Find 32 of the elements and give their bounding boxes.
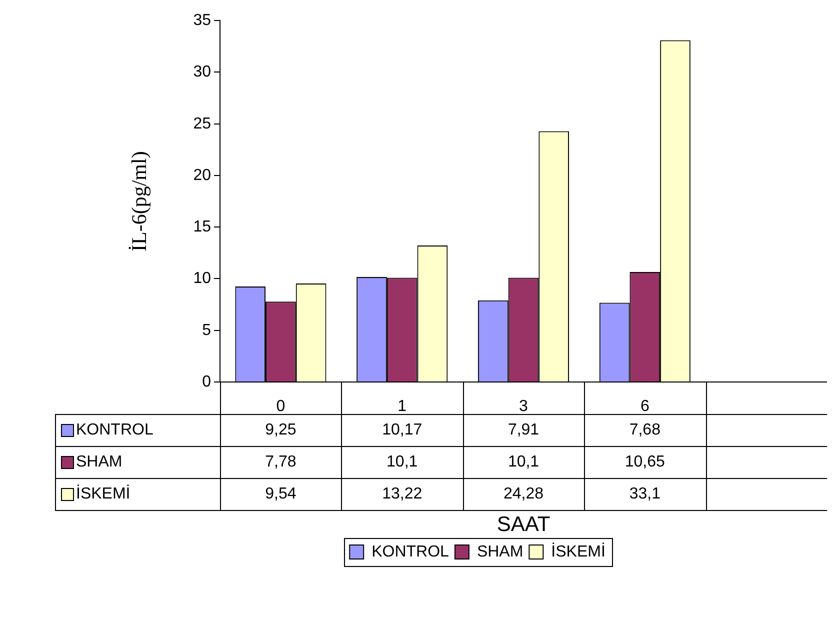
x-tick-label: 3 [519, 398, 528, 416]
data-label: 10,17 [382, 421, 422, 438]
data-label: 24,28 [503, 485, 544, 502]
text: İSKEMİ [76, 485, 130, 502]
data-label: 9,25 [265, 421, 296, 438]
text: KONTROL [372, 543, 449, 560]
y-tick-label: 15 [193, 218, 212, 236]
x-tick-label: 6 [640, 398, 650, 416]
x-tick-label: 1 [398, 398, 407, 416]
data-label: 10,1 [386, 453, 418, 470]
y-tick-label: 5 [202, 322, 212, 339]
y-tick-label: 30 [193, 64, 212, 81]
y-tick-label: 0 [202, 373, 212, 390]
data-label: 10,65 [624, 453, 666, 470]
data-label: 7,68 [629, 421, 661, 438]
legend-label: İSKEMİ [551, 542, 606, 560]
data-label: 7,78 [265, 453, 296, 470]
data-label: 33,1 [629, 485, 661, 502]
y-tick-label: 25 [193, 115, 212, 132]
x-axis-title: SAAT [496, 513, 550, 536]
text: SHAM [476, 543, 524, 560]
legend-label: SHAM [76, 453, 122, 470]
data-label: 13,22 [382, 485, 422, 502]
y-tick-label: 35 [193, 12, 212, 30]
y-tick-label: 20 [193, 166, 212, 184]
data-label: 9,54 [265, 485, 296, 502]
x-tick-label: 0 [276, 398, 286, 416]
legend-label: KONTROL [76, 421, 154, 438]
y-axis-title: İL-6(pg/ml) [127, 151, 152, 252]
y-tick-label: 10 [193, 270, 212, 288]
data-label: 7,91 [508, 421, 540, 438]
data-label: 10,1 [508, 453, 540, 470]
